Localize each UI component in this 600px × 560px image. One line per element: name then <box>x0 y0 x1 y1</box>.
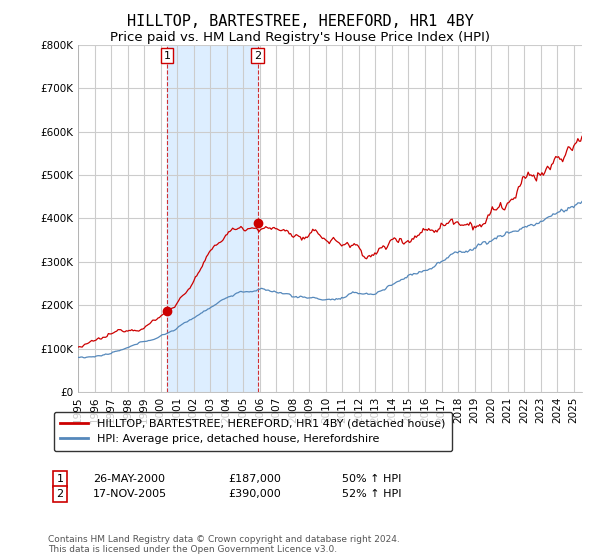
Legend: HILLTOP, BARTESTREE, HEREFORD, HR1 4BY (detached house), HPI: Average price, det: HILLTOP, BARTESTREE, HEREFORD, HR1 4BY (… <box>53 412 452 451</box>
Text: 2: 2 <box>56 489 64 499</box>
Text: HILLTOP, BARTESTREE, HEREFORD, HR1 4BY: HILLTOP, BARTESTREE, HEREFORD, HR1 4BY <box>127 14 473 29</box>
Text: 1: 1 <box>56 474 64 484</box>
Text: Contains HM Land Registry data © Crown copyright and database right 2024.
This d: Contains HM Land Registry data © Crown c… <box>48 535 400 554</box>
Text: £390,000: £390,000 <box>228 489 281 499</box>
Text: 1: 1 <box>163 50 170 60</box>
Text: 17-NOV-2005: 17-NOV-2005 <box>93 489 167 499</box>
Bar <box>167 45 258 392</box>
Text: 2: 2 <box>254 50 262 60</box>
Text: 52% ↑ HPI: 52% ↑ HPI <box>342 489 401 499</box>
Text: Price paid vs. HM Land Registry's House Price Index (HPI): Price paid vs. HM Land Registry's House … <box>110 31 490 44</box>
Text: £187,000: £187,000 <box>228 474 281 484</box>
Text: 50% ↑ HPI: 50% ↑ HPI <box>342 474 401 484</box>
Text: 26-MAY-2000: 26-MAY-2000 <box>93 474 165 484</box>
